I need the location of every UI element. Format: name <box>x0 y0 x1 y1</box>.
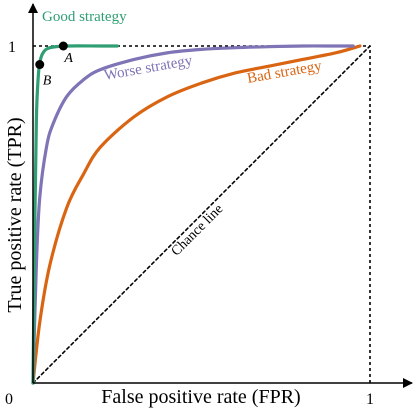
series-line-good-strategy <box>31 44 119 385</box>
x-tick-label-one: 1 <box>366 391 374 408</box>
y-axis-title: True positive rate (TPR) <box>4 117 26 312</box>
series-line-chance-line <box>32 45 371 384</box>
series-line-worse-strategy <box>31 44 355 385</box>
series-line-bad-strategy <box>31 44 362 385</box>
point-label-b: B <box>43 74 52 89</box>
y-tick-label-one: 1 <box>8 39 16 56</box>
series-label-chance-line: Chance line <box>169 202 227 260</box>
series-label-good-strategy: Good strategy <box>42 9 127 25</box>
x-axis-title: False positive rate (FPR) <box>101 386 300 408</box>
point-a <box>58 41 68 51</box>
x-tick-label-origin: 0 <box>5 391 13 408</box>
point-label-a: A <box>63 51 73 66</box>
point-b <box>35 60 45 70</box>
